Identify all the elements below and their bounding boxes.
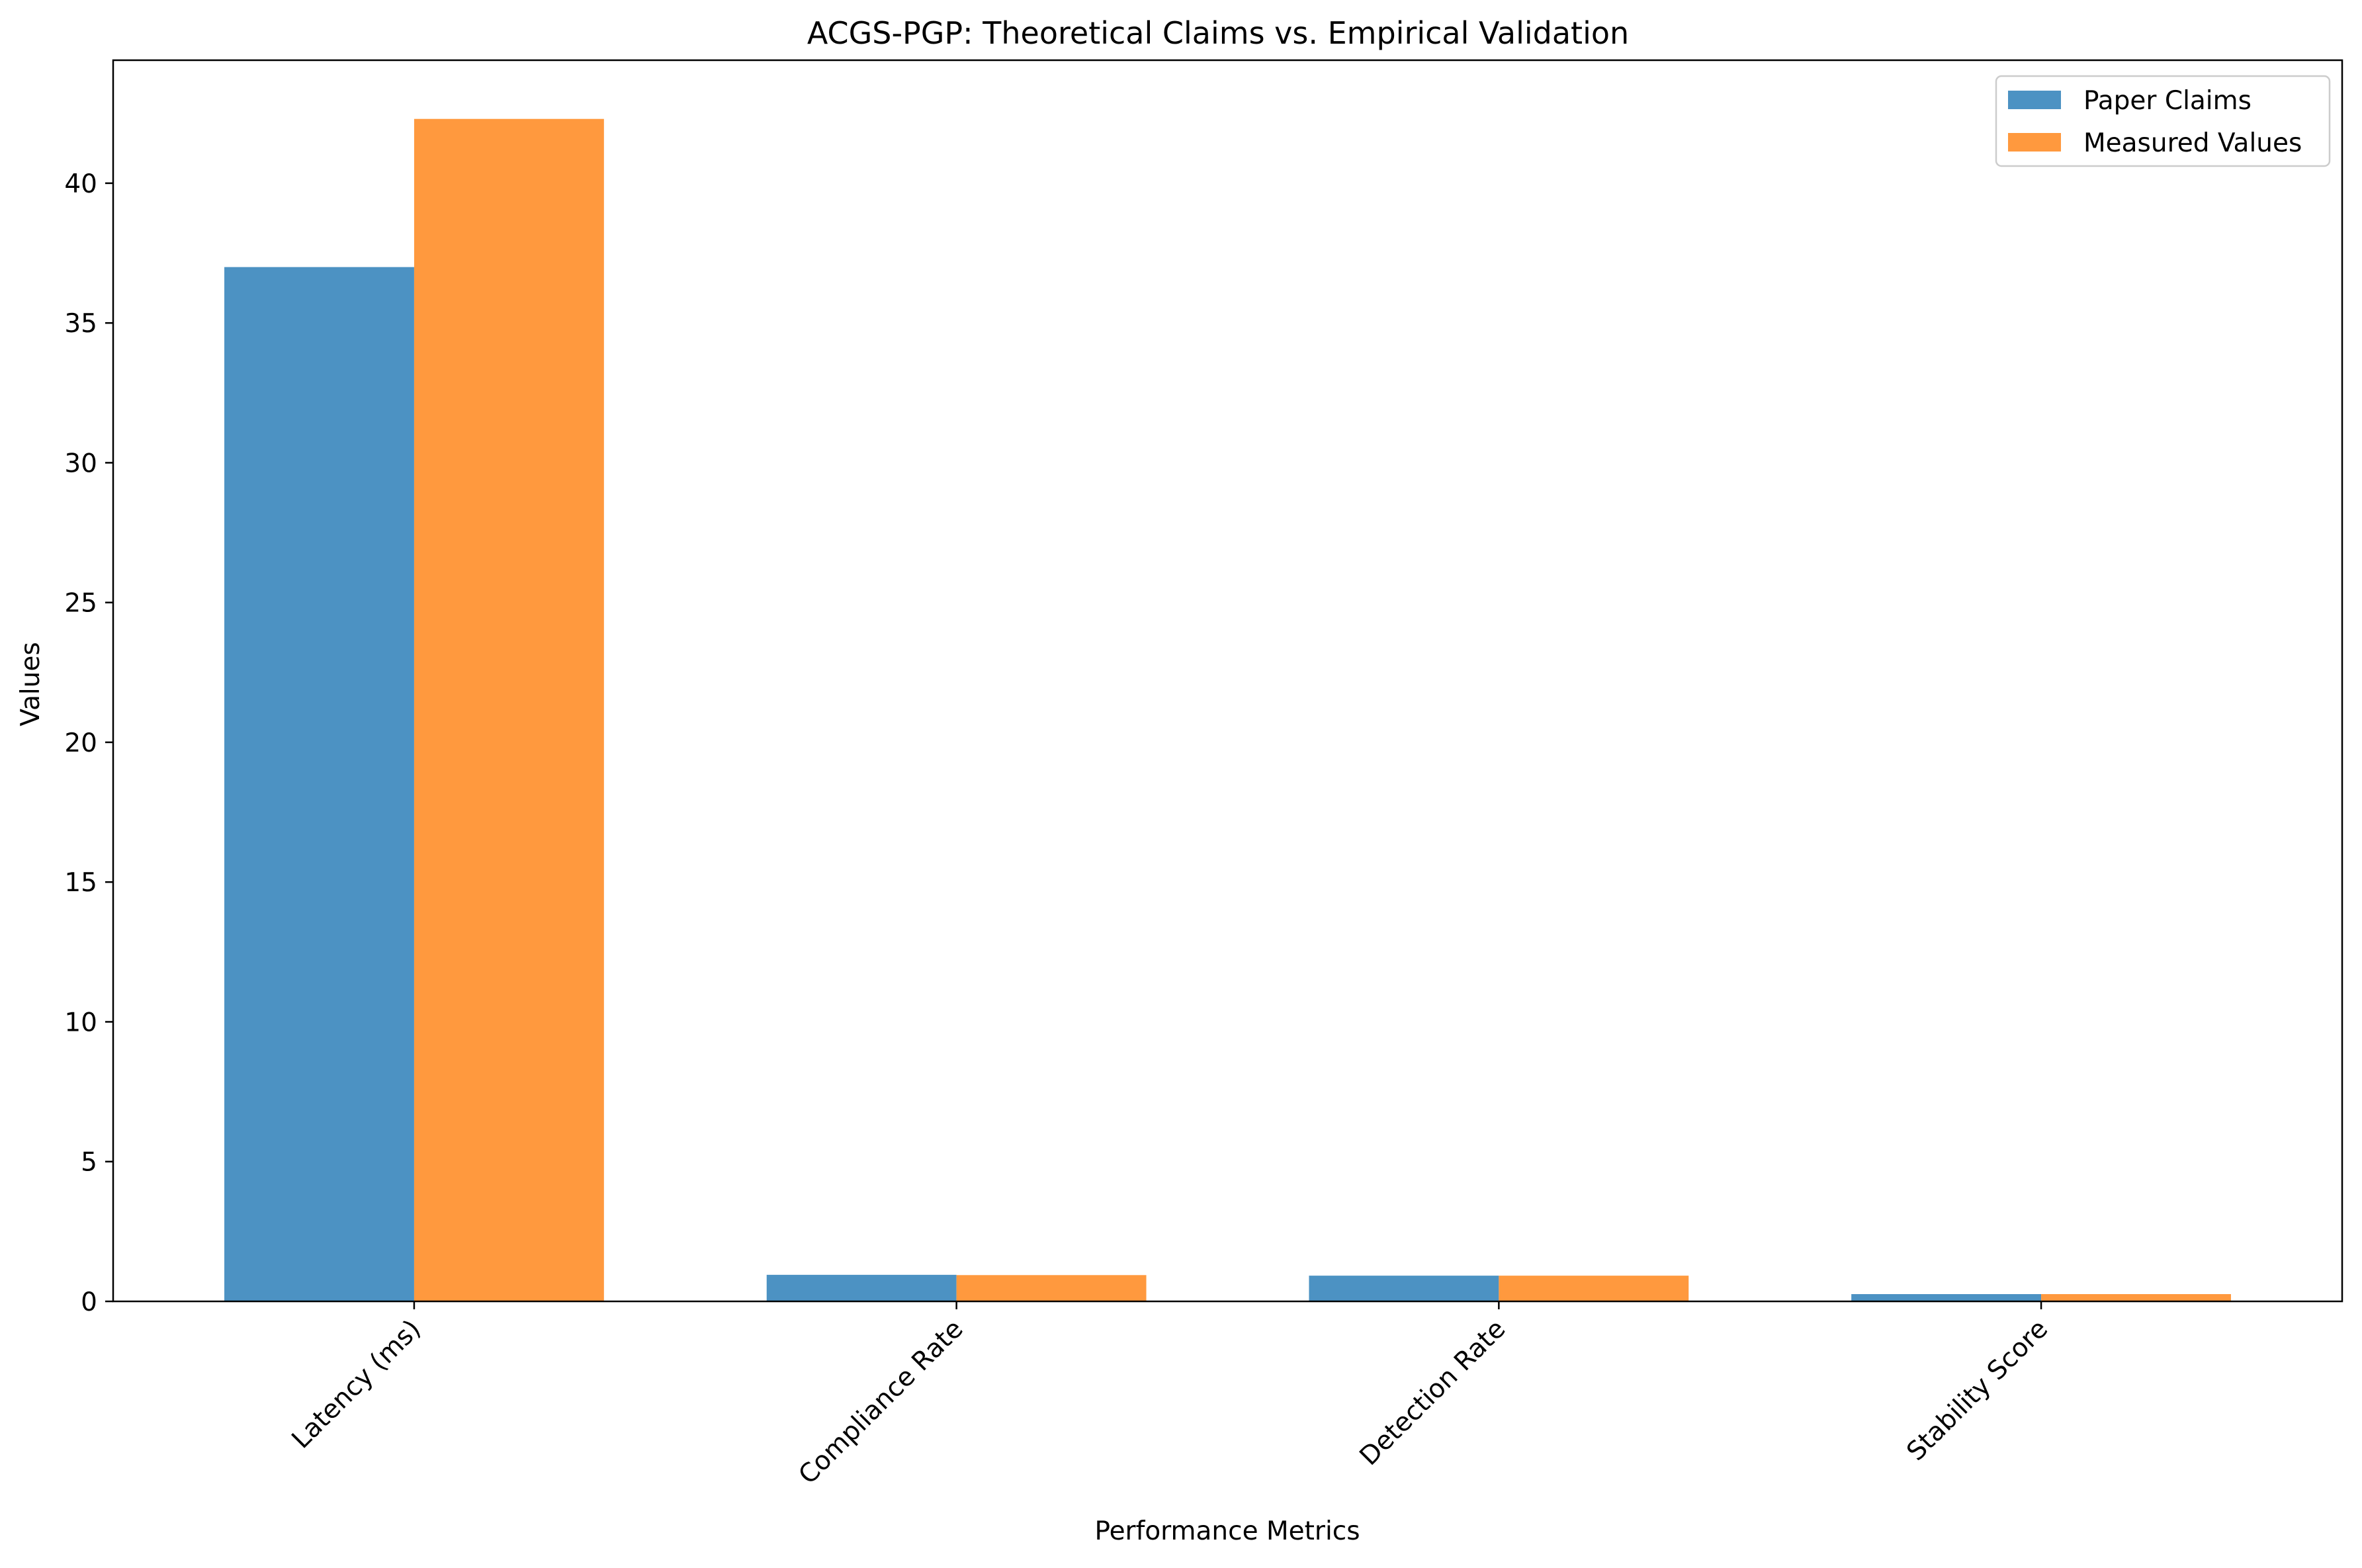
y-tick-label: 10 bbox=[64, 1008, 97, 1037]
y-tick-label: 35 bbox=[64, 309, 97, 339]
bar-paper-claims-1 bbox=[766, 1274, 957, 1301]
y-tick-label: 5 bbox=[81, 1148, 97, 1178]
plot-frame bbox=[112, 59, 2343, 1303]
bar-paper-claims-3 bbox=[1851, 1294, 2042, 1301]
y-tick-label: 0 bbox=[81, 1287, 97, 1317]
chart-title: ACGS-PGP: Theoretical Claims vs. Empiric… bbox=[807, 15, 1629, 51]
y-axis-label: Values bbox=[16, 642, 46, 726]
y-tick-label: 30 bbox=[64, 449, 97, 478]
x-axis: Latency (ms) Compliance Rate Detection Rat… bbox=[286, 1301, 2054, 1490]
legend: Paper Claims Measured Values bbox=[1995, 75, 2331, 167]
y-tick-label: 20 bbox=[64, 728, 97, 758]
bar-measured-values-2 bbox=[1499, 1276, 1689, 1301]
plot-area bbox=[112, 59, 2343, 1303]
bar-paper-claims-0 bbox=[224, 267, 414, 1302]
bar-measured-values-1 bbox=[956, 1275, 1147, 1301]
x-axis-label: Performance Metrics bbox=[1094, 1516, 1360, 1546]
x-tick-label: Compliance Rate bbox=[793, 1314, 969, 1490]
y-axis: 0 5 10 15 20 25 30 35 40 bbox=[64, 169, 113, 1317]
legend-swatch bbox=[2008, 91, 2061, 109]
bar-measured-values-3 bbox=[2041, 1294, 2231, 1301]
legend-box bbox=[1995, 75, 2331, 167]
legend-label: Paper Claims bbox=[2083, 86, 2252, 116]
y-tick-label: 40 bbox=[64, 169, 97, 199]
bar-paper-claims-2 bbox=[1309, 1276, 1499, 1301]
bar-measured-values-0 bbox=[414, 118, 604, 1301]
legend-swatch bbox=[2008, 133, 2061, 152]
y-tick-label: 25 bbox=[64, 589, 97, 619]
x-tick-label: Stability Score bbox=[1901, 1314, 2054, 1467]
legend-label: Measured Values bbox=[2083, 128, 2302, 158]
x-tick-label: Detection Rate bbox=[1354, 1314, 1512, 1471]
x-tick-label: Latency (ms) bbox=[286, 1314, 427, 1454]
y-tick-label: 15 bbox=[64, 868, 97, 898]
